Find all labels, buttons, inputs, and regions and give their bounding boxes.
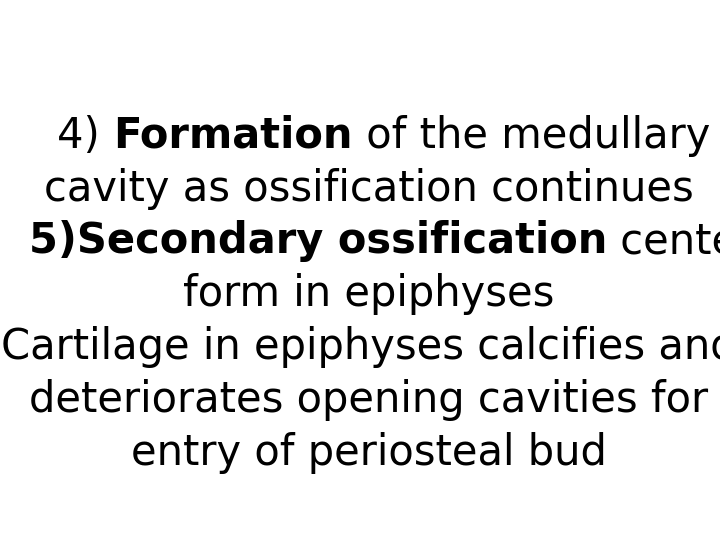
Text: Cartilage in epiphyses calcifies and: Cartilage in epiphyses calcifies and bbox=[1, 326, 720, 368]
Text: 5)Secondary ossification centers: 5)Secondary ossification centers bbox=[29, 220, 709, 262]
Text: Formation: Formation bbox=[113, 114, 353, 157]
Text: 4) Formation of the medullary: 4) Formation of the medullary bbox=[58, 114, 680, 157]
Text: entry of periosteal bud: entry of periosteal bud bbox=[131, 431, 607, 474]
Text: 4): 4) bbox=[58, 114, 113, 157]
Text: centers: centers bbox=[608, 220, 720, 262]
Text: deteriorates opening cavities for: deteriorates opening cavities for bbox=[30, 379, 708, 421]
Text: cavity as ossification continues: cavity as ossification continues bbox=[44, 167, 694, 210]
Text: of the medullary: of the medullary bbox=[353, 114, 710, 157]
Text: 5)Secondary ossification: 5)Secondary ossification bbox=[29, 220, 608, 262]
Text: form in epiphyses: form in epiphyses bbox=[184, 273, 554, 315]
